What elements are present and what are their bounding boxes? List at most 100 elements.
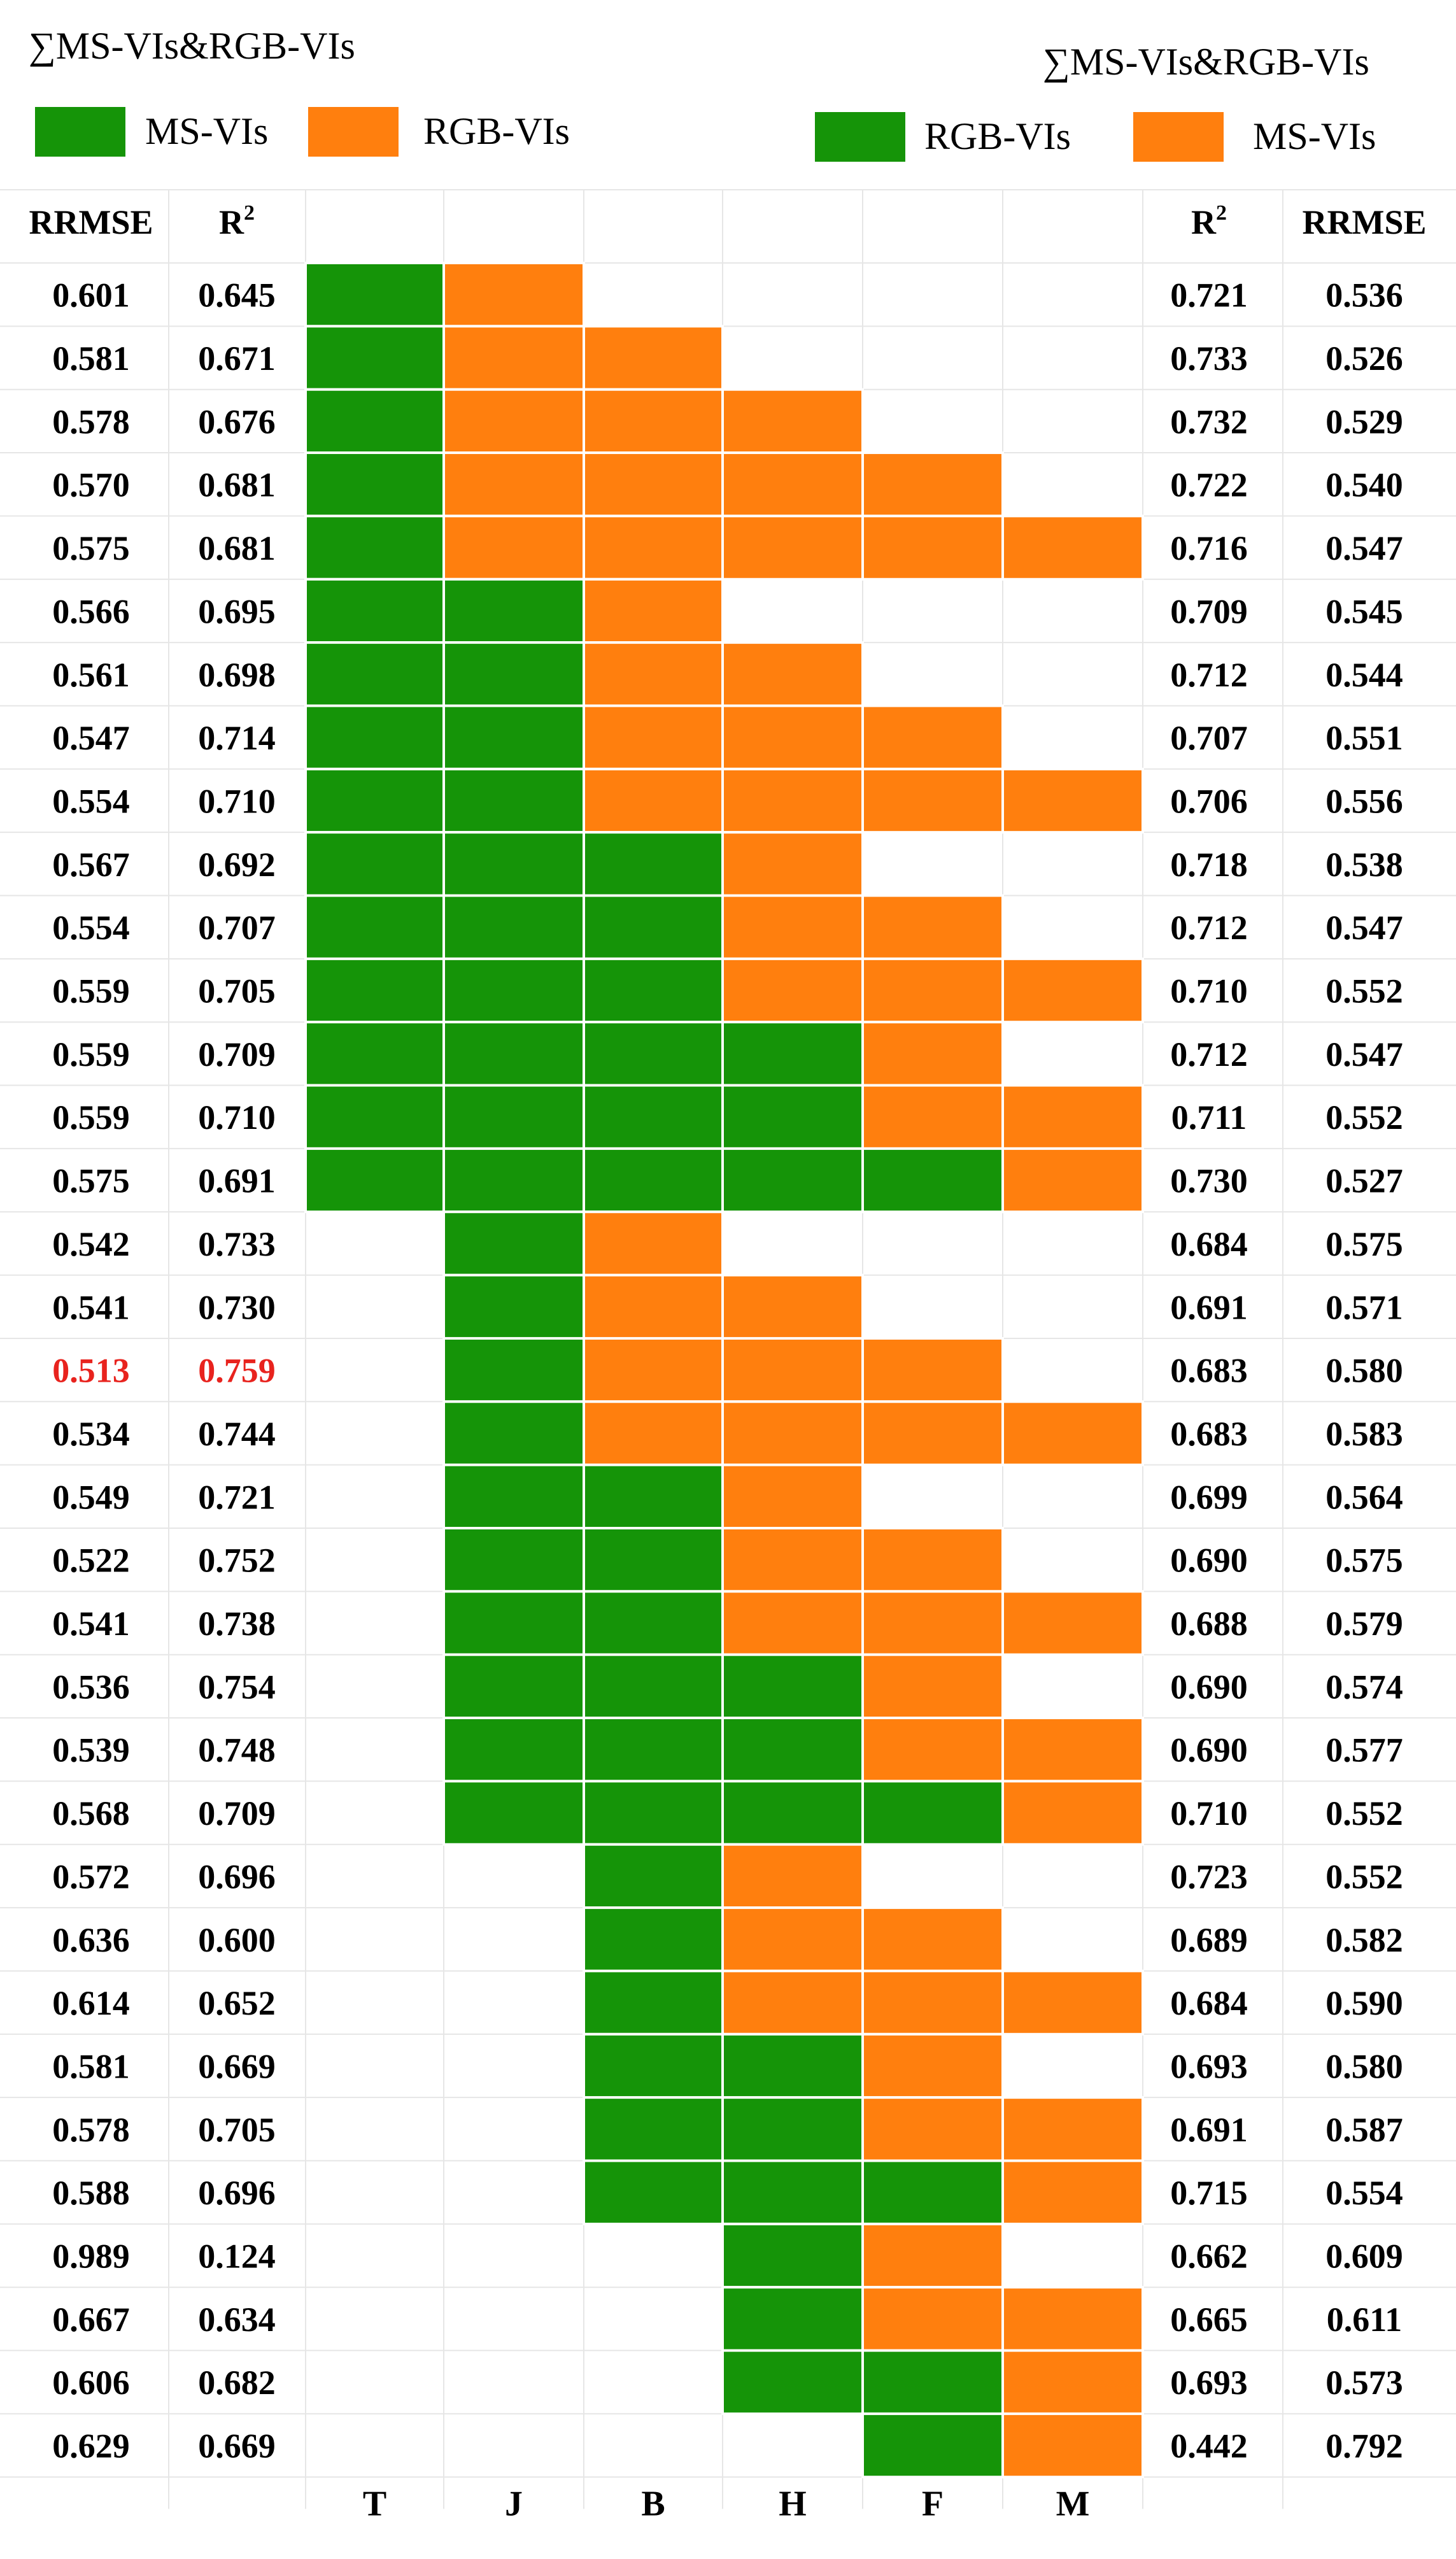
matrix-cell-green: [721, 2032, 864, 2099]
value-right-rrmse: 0.547: [1325, 909, 1403, 947]
value-right-rrmse: 0.540: [1325, 466, 1403, 504]
matrix-cell-orange: [583, 514, 724, 581]
matrix-cell-green: [583, 1590, 724, 1656]
value-right-rrmse: 0.580: [1325, 2047, 1403, 2085]
value-right-r2: 0.688: [1170, 1605, 1248, 1643]
matrix-cell-orange: [583, 767, 724, 834]
value-right-r2: 0.689: [1170, 1921, 1248, 1959]
value-left-rrmse: 0.536: [52, 1668, 130, 1706]
value-right-r2: 0.710: [1170, 972, 1248, 1010]
matrix-cell-orange: [583, 578, 724, 644]
matrix-cell-green: [304, 1021, 445, 1087]
value-left-r2: 0.721: [198, 1478, 276, 1516]
value-left-r2: 0.748: [198, 1731, 276, 1769]
matrix-cell-orange: [583, 1210, 724, 1277]
value-left-r2: 0.730: [198, 1288, 276, 1326]
value-left-r2: 0.671: [198, 339, 276, 378]
value-left-rrmse: 0.559: [52, 1035, 130, 1074]
value-right-rrmse: 0.527: [1325, 1162, 1403, 1200]
value-left-rrmse: 0.567: [52, 846, 130, 884]
matrix-cell-green: [442, 1021, 585, 1087]
matrix-cell-green: [442, 641, 585, 707]
value-right-r2: 0.706: [1170, 782, 1248, 820]
matrix-cell-orange: [1001, 767, 1144, 834]
value-right-rrmse: 0.547: [1325, 529, 1403, 567]
matrix-cell-green: [583, 1969, 724, 2036]
header-left-r2: R2: [219, 201, 255, 241]
legend-left-label-ms: MS-VIs: [145, 110, 268, 152]
value-right-rrmse: 0.538: [1325, 846, 1403, 884]
matrix-cell-orange: [861, 767, 1004, 834]
value-left-r2: 0.676: [198, 402, 276, 441]
matrix-cell-green: [442, 1084, 585, 1150]
value-left-r2: 0.714: [198, 719, 276, 757]
value-left-rrmse: 0.561: [52, 656, 130, 694]
legend-right-swatch-rgb: [815, 112, 905, 162]
matrix-cell-orange: [1001, 2349, 1144, 2415]
value-left-rrmse: 0.578: [52, 2111, 130, 2149]
matrix-cell-green: [583, 2096, 724, 2162]
header-left-r2-base: R: [219, 203, 244, 241]
value-left-r2: 0.698: [198, 656, 276, 694]
value-left-rrmse: 0.539: [52, 1731, 130, 1769]
value-left-rrmse: 0.541: [52, 1605, 130, 1643]
matrix-cell-orange: [442, 325, 585, 391]
value-right-r2: 0.690: [1170, 1731, 1248, 1769]
matrix-cell-orange: [1001, 1400, 1144, 1466]
matrix-cell-orange: [583, 1336, 724, 1403]
value-left-r2: 0.691: [198, 1162, 276, 1200]
matrix-cell-orange: [1001, 2159, 1144, 2225]
matrix-cell-orange: [721, 1590, 864, 1656]
matrix-cell-green: [304, 641, 445, 707]
value-right-r2: 0.716: [1170, 529, 1248, 567]
value-right-rrmse: 0.552: [1325, 972, 1403, 1010]
value-left-rrmse: 0.541: [52, 1288, 130, 1326]
value-left-r2: 0.707: [198, 909, 276, 947]
matrix-cell-green: [304, 325, 445, 391]
matrix-cell-green: [304, 451, 445, 518]
matrix-cell-orange: [583, 325, 724, 391]
value-right-r2: 0.721: [1170, 276, 1248, 315]
value-right-rrmse: 0.575: [1325, 1542, 1403, 1580]
matrix-cell-green: [304, 388, 445, 455]
matrix-cell-orange: [1001, 1084, 1144, 1150]
matrix-cell-orange: [583, 1273, 724, 1340]
value-left-r2: 0.600: [198, 1921, 276, 1959]
matrix-cell-green: [861, 2412, 1004, 2479]
value-left-rrmse: 0.542: [52, 1225, 130, 1263]
value-right-rrmse: 0.580: [1325, 1352, 1403, 1390]
value-right-r2: 0.709: [1170, 592, 1248, 630]
value-left-r2: 0.710: [198, 782, 276, 820]
matrix-cell-green: [721, 1084, 864, 1150]
value-left-r2: 0.682: [198, 2364, 276, 2402]
value-right-rrmse: 0.590: [1325, 1984, 1403, 2022]
matrix-cell-green: [721, 1653, 864, 1720]
matrix-cell-orange: [721, 831, 864, 897]
value-left-rrmse: 0.549: [52, 1478, 130, 1516]
matrix-cell-green: [583, 1780, 724, 1846]
value-right-r2: 0.691: [1170, 1288, 1248, 1326]
legend-left-label-rgb: RGB-VIs: [423, 110, 570, 152]
value-right-rrmse: 0.575: [1325, 1225, 1403, 1263]
value-right-rrmse: 0.579: [1325, 1605, 1403, 1643]
matrix-cell-orange: [861, 451, 1004, 518]
value-right-r2: 0.733: [1170, 339, 1248, 378]
value-left-rrmse: 0.667: [52, 2300, 130, 2339]
matrix-cell-green: [442, 894, 585, 960]
column-label-m: M: [1056, 2484, 1090, 2523]
value-left-r2: 0.710: [198, 1098, 276, 1137]
legend-right-label-ms: MS-VIs: [1253, 115, 1376, 157]
matrix-cell-green: [583, 1084, 724, 1150]
matrix-cell-green: [583, 1021, 724, 1087]
value-left-rrmse: 0.572: [52, 1857, 130, 1896]
value-right-r2: 0.690: [1170, 1668, 1248, 1706]
matrix-cell-orange: [442, 514, 585, 581]
matrix-cell-orange: [721, 1400, 864, 1466]
matrix-cell-orange: [1001, 2412, 1144, 2479]
matrix-cell-green: [721, 1147, 864, 1214]
matrix-cell-green: [721, 2349, 864, 2415]
value-right-rrmse: 0.536: [1325, 276, 1403, 315]
matrix-cell-orange: [721, 1273, 864, 1340]
matrix-cell-green: [721, 1021, 864, 1087]
value-left-rrmse: 0.534: [52, 1415, 130, 1453]
